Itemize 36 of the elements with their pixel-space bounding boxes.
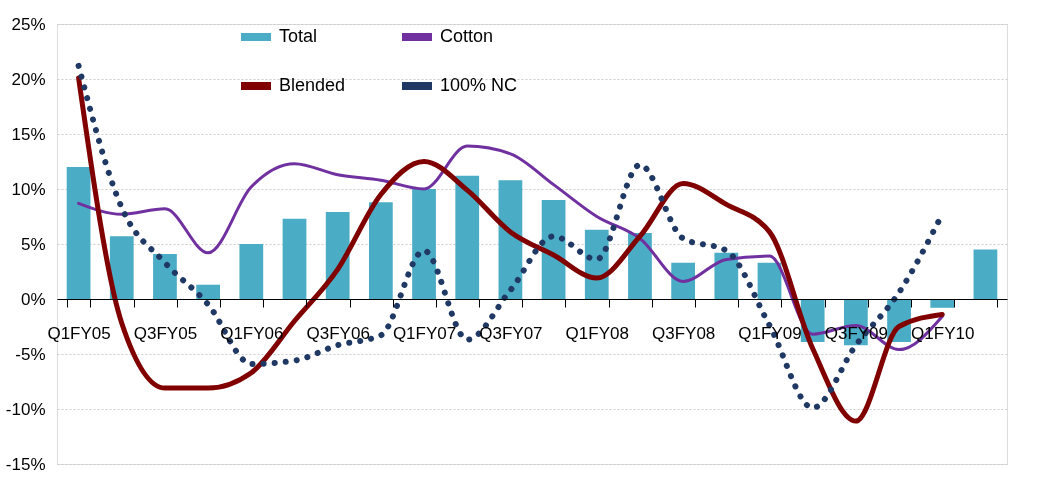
y-tick-label: 25% [11,14,46,34]
legend-label: Total [279,26,318,46]
y-tick-label: -15% [5,454,46,474]
x-tick-label: Q1FY07 [392,323,457,343]
bar [757,262,782,299]
legend-label: Blended [279,75,346,95]
x-tick-label: Q1FY09 [738,323,802,343]
bar [455,175,480,299]
x-tick-label: Q3FY09 [824,323,889,343]
legend-label: Cotton [440,26,494,46]
bar [196,284,221,299]
y-tick-label: 5% [20,234,46,254]
bar [109,236,134,299]
y-tick-label: 20% [11,69,46,89]
y-tick-label: 15% [11,124,46,144]
x-tick-label: Q1FY05 [47,323,111,343]
bar [282,218,307,299]
x-tick-label: Q3FY05 [133,323,198,343]
bar [153,253,177,299]
x-tick-label: Q1FY08 [565,323,629,343]
bar [412,189,436,299]
bar [973,249,998,299]
y-tick-label: 0% [20,289,46,309]
y-tick-label: -10% [5,399,46,419]
bar [930,299,955,308]
x-tick-label: Q3FY06 [306,323,370,343]
x-tick-label: Q3FY07 [479,323,543,343]
y-tick-label: -5% [15,344,46,364]
x-tick-label: Q3FY08 [651,323,716,343]
bar [671,262,696,299]
bar [714,252,739,299]
bar [239,244,264,299]
legend-label: 100% NC [440,75,518,95]
bar [368,202,393,299]
bar [66,167,91,299]
y-tick-label: 10% [11,179,46,199]
